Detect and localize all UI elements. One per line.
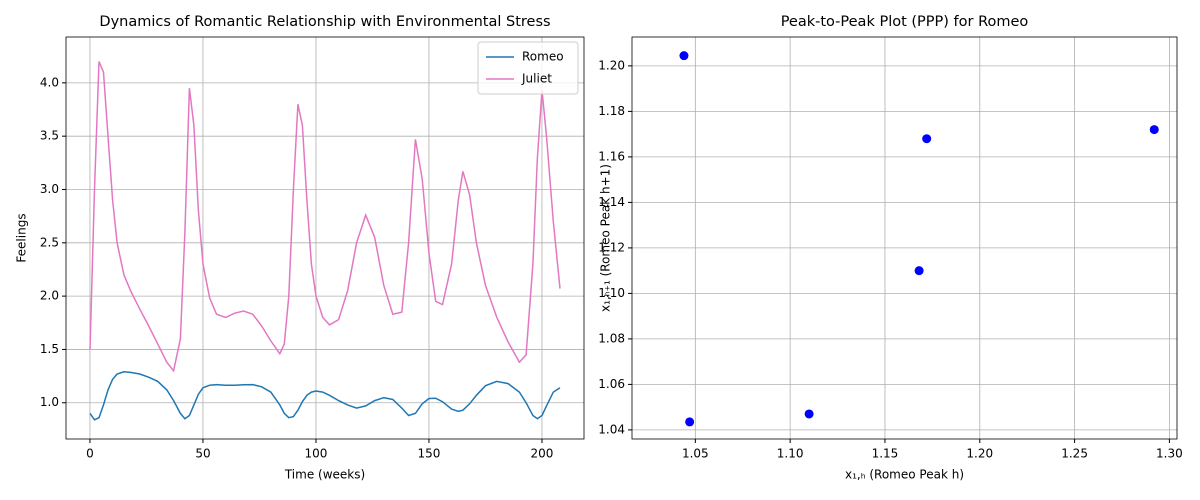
scatter-point	[922, 134, 932, 144]
chart-title: Peak-to-Peak Plot (PPP) for Romeo	[781, 14, 1029, 30]
x-tick-label: 1.10	[777, 447, 804, 461]
y-tick-label: 1.5	[40, 342, 59, 356]
x-tick-label: 1.15	[872, 447, 899, 461]
y-tick-label: 1.10	[598, 286, 625, 300]
y-tick-label: 1.12	[598, 240, 625, 254]
x-tick-label: 200	[531, 447, 554, 461]
x-tick-label: 1.05	[682, 447, 709, 461]
y-tick-label: 1.14	[598, 195, 625, 209]
legend-box	[477, 41, 579, 95]
x-axis-label: Time (weeks)	[284, 468, 365, 482]
y-tick-label: 1.16	[598, 149, 625, 163]
legend-label: Romeo	[522, 50, 564, 64]
y-tick-label: 3.5	[40, 129, 59, 143]
x-tick-label: 150	[418, 447, 441, 461]
y-tick-label: 1.04	[598, 422, 625, 436]
y-tick-label: 3.0	[40, 182, 59, 196]
x-tick-label: 1.30	[1156, 447, 1183, 461]
x-tick-label: 1.25	[1061, 447, 1088, 461]
legend-label: Juliet	[521, 72, 552, 86]
y-tick-label: 1.18	[598, 104, 625, 118]
y-tick-label: 1.08	[598, 331, 625, 345]
y-axis-label: Feelings	[15, 213, 29, 262]
line-series	[89, 371, 561, 421]
x-tick-label: 100	[305, 447, 328, 461]
y-tick-label: 1.0	[40, 395, 59, 409]
y-tick-label: 2.0	[40, 289, 59, 303]
y-tick-label: 1.20	[598, 58, 625, 72]
scatter-point	[685, 417, 695, 427]
scatter-point	[914, 266, 924, 276]
scatter-point	[1149, 125, 1159, 135]
y-axis-label: x₁,ₕ₊₁ (Romeo Peak h+1)	[599, 164, 613, 312]
y-tick-label: 1.06	[598, 377, 625, 391]
x-tick-label: 0	[86, 447, 94, 461]
axes-frame	[631, 36, 1178, 440]
x-axis-label: x₁,ₕ (Romeo Peak h)	[845, 468, 964, 482]
scatter-point	[804, 409, 814, 419]
scatter-point	[679, 51, 689, 61]
x-tick-label: 50	[195, 447, 210, 461]
y-tick-label: 2.5	[40, 235, 59, 249]
chart-title: Dynamics of Romantic Relationship with E…	[99, 14, 550, 30]
axes-frame	[65, 36, 585, 440]
y-tick-label: 4.0	[40, 75, 59, 89]
line-series	[89, 61, 561, 373]
x-tick-label: 1.20	[966, 447, 993, 461]
